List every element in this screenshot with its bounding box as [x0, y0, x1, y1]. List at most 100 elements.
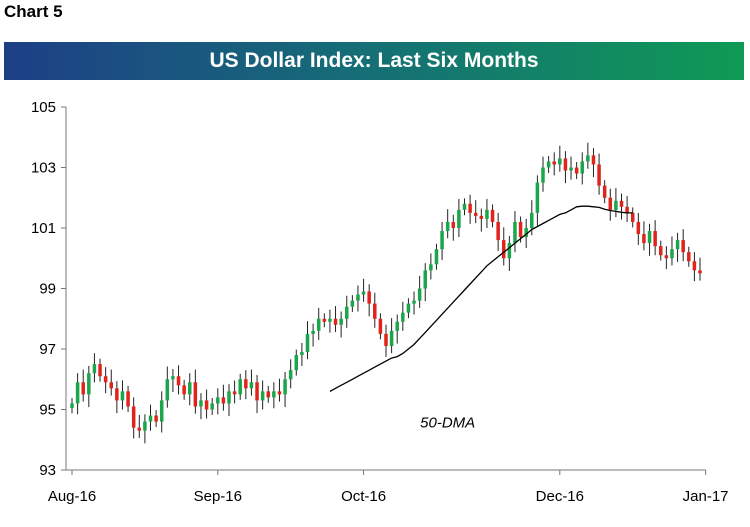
y-tick-label: 97 — [39, 341, 56, 358]
candle-body — [636, 221, 641, 235]
candle-body — [451, 221, 456, 228]
candle-body — [232, 391, 237, 395]
candle-body — [687, 252, 691, 262]
candle-body — [619, 200, 624, 207]
y-tick-label: 105 — [31, 99, 56, 116]
moving-average — [329, 205, 633, 392]
candle-body — [395, 321, 399, 331]
candle-body — [81, 382, 85, 395]
y-tick-label: 95 — [39, 402, 56, 419]
candle-body — [670, 249, 674, 259]
candle-body — [507, 243, 512, 259]
candle-body — [569, 167, 573, 171]
candle-body — [227, 391, 231, 404]
candle-body — [109, 382, 114, 389]
candle-body — [272, 391, 276, 398]
candle-body — [608, 197, 613, 210]
candle-body — [361, 291, 366, 295]
candle-body — [322, 318, 327, 322]
candle-body — [642, 234, 646, 244]
candle-body — [300, 352, 304, 356]
candle-body — [647, 231, 652, 244]
candle-body — [524, 228, 528, 238]
candle-body — [591, 155, 596, 165]
candle-body — [115, 388, 119, 401]
x-tick-label: Dec-16 — [536, 488, 584, 505]
chart-label: Chart 5 — [4, 2, 63, 21]
candle-body — [625, 206, 629, 213]
candle-body — [530, 212, 534, 228]
candle-body — [131, 406, 136, 428]
candle-body — [552, 161, 556, 165]
candle-body — [440, 231, 444, 250]
candle-body — [563, 158, 568, 171]
y-tick-label: 93 — [39, 462, 56, 479]
candle-body — [513, 221, 517, 244]
candle-body — [541, 167, 545, 183]
candle-body — [574, 167, 579, 174]
candle-body — [75, 382, 80, 404]
candle-body — [249, 382, 254, 389]
candle-body — [339, 318, 343, 325]
candle-body — [171, 376, 175, 380]
candle-body — [244, 379, 248, 389]
candle-body — [406, 303, 411, 313]
candle-body — [473, 212, 478, 216]
candle-body — [692, 261, 697, 271]
candle-body — [367, 291, 371, 304]
candle-body — [221, 397, 226, 404]
candle-body — [92, 364, 97, 374]
candle-body — [238, 379, 242, 395]
candle-body — [457, 209, 461, 228]
candle-body — [423, 270, 428, 289]
candle-body — [143, 421, 147, 431]
candle-body — [496, 221, 500, 241]
ma-annotation: 50-DMA — [420, 415, 475, 432]
candle-body — [159, 400, 164, 422]
candle-body — [558, 158, 562, 165]
candle-body — [260, 391, 265, 401]
candle-body — [126, 391, 130, 407]
candle-body — [373, 303, 377, 319]
candle-body — [490, 209, 495, 222]
candle-body — [698, 270, 702, 274]
y-tick-label: 101 — [31, 220, 56, 237]
candle-body — [316, 318, 321, 331]
candle-body — [518, 221, 523, 238]
candle-body — [154, 415, 158, 422]
candle-body — [187, 382, 192, 395]
candle-body — [350, 300, 355, 307]
candle-body — [266, 391, 271, 398]
candle-body — [288, 370, 293, 380]
chart-title: US Dollar Index: Last Six Months — [209, 49, 539, 72]
candle-body — [305, 333, 310, 353]
candle-body — [328, 318, 332, 322]
candle-body — [216, 397, 220, 404]
candle-body — [204, 400, 209, 410]
candle-body — [98, 364, 102, 377]
candle-body — [120, 391, 125, 401]
candle-body — [87, 373, 91, 395]
candle-body — [468, 203, 472, 213]
candle-body — [630, 212, 635, 222]
candle-body — [148, 415, 153, 422]
candle-body — [664, 255, 669, 259]
labels: 93 95 97 99 101 103 105 Aug-16 Sep-16 Oct-16 Dec-1… — [31, 99, 729, 505]
candle-body — [344, 306, 349, 319]
candle-body — [681, 240, 685, 253]
axes — [61, 106, 707, 475]
candle-body — [586, 155, 590, 162]
candle-body — [311, 330, 315, 334]
title-banner: US Dollar Index: Last Six Months — [4, 42, 744, 80]
candle-body — [479, 215, 484, 219]
candle-body — [193, 382, 198, 407]
y-tick-label: 99 — [39, 281, 56, 298]
candle-body — [412, 300, 416, 304]
candle-body — [653, 231, 657, 247]
candle-body — [199, 400, 203, 407]
candle-body — [277, 391, 282, 395]
candle-body — [137, 427, 142, 431]
candle-body — [356, 294, 360, 301]
candles — [70, 142, 702, 444]
